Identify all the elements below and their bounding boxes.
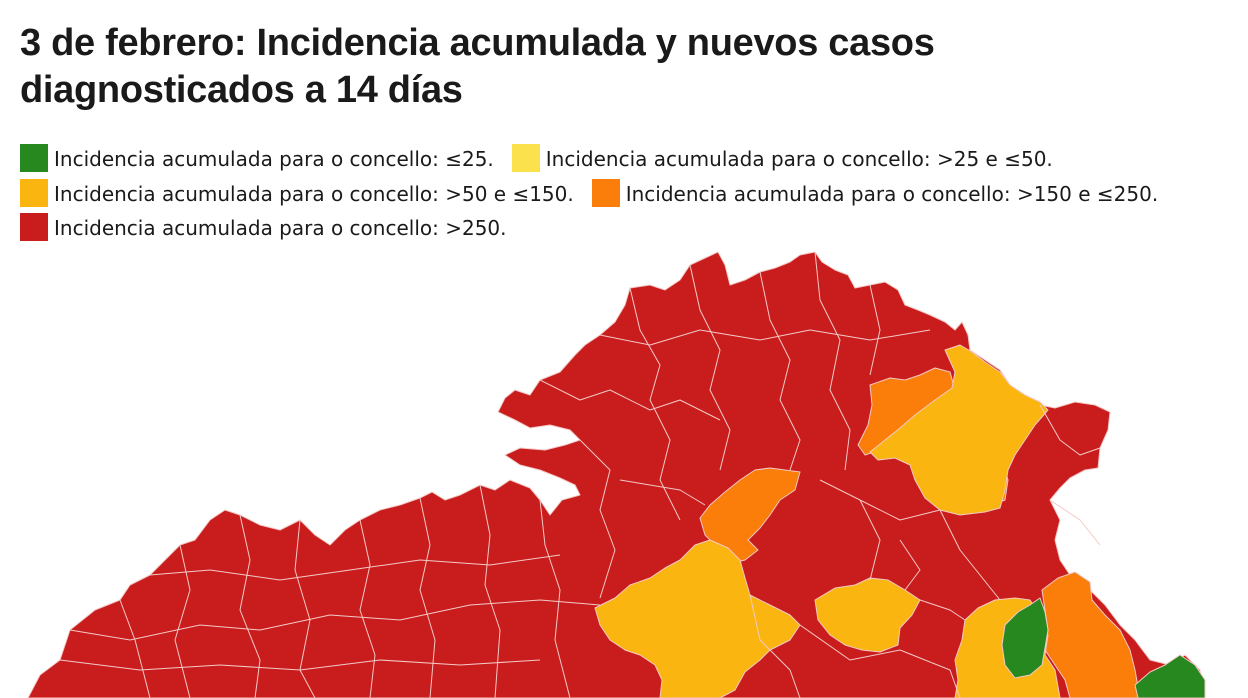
choropleth-map [27, 251, 1206, 698]
map-region-green-east-edge [1134, 654, 1206, 698]
legend-swatch [591, 178, 620, 207]
legend-item-gt250: Incidencia acumulada para o concello: >2… [20, 213, 507, 241]
legend-swatch [20, 144, 48, 172]
legend-label: Incidencia acumulada para o concello: ≤2… [54, 147, 494, 171]
map-region-green-southeast [1001, 597, 1049, 679]
legend-item-25-50: Incidencia acumulada para o concello: >2… [511, 144, 1053, 172]
map-region-gold-northeast [869, 344, 1049, 516]
legend: Incidencia acumulada para o concello: ≤2… [20, 142, 1210, 246]
legend-swatch [511, 144, 540, 172]
legend-label: Incidencia acumulada para o concello: >5… [54, 181, 574, 206]
legend-label: Incidencia acumulada para o concello: >2… [545, 147, 1053, 171]
concello-borders [59, 251, 1101, 698]
legend-label: Incidencia acumulada para o concello: >1… [625, 181, 1159, 206]
legend-item-150-250: Incidencia acumulada para o concello: >1… [591, 178, 1159, 207]
legend-item-50-150: Incidencia acumulada para o concello: >5… [20, 178, 574, 207]
legend-item-le25: Incidencia acumulada para o concello: ≤2… [20, 144, 494, 172]
legend-label: Incidencia acumulada para o concello: >2… [54, 216, 507, 240]
legend-swatch [20, 178, 48, 207]
map-title: 3 de febrero: Incidencia acumulada y nue… [20, 22, 935, 111]
map-region-gold-midsouth [814, 577, 921, 653]
legend-swatch [20, 213, 48, 241]
